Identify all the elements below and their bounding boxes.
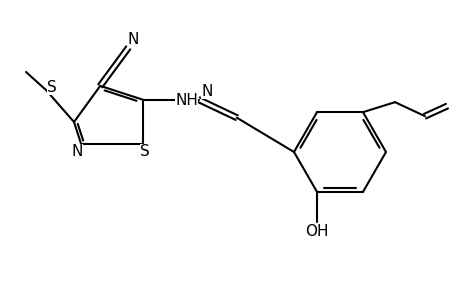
Text: S: S <box>140 144 149 159</box>
Text: S: S <box>47 80 57 94</box>
Text: N: N <box>72 144 83 159</box>
Text: NH: NH <box>175 93 198 108</box>
Text: OH: OH <box>305 224 328 239</box>
Text: N: N <box>127 32 139 47</box>
Text: N: N <box>201 84 212 99</box>
